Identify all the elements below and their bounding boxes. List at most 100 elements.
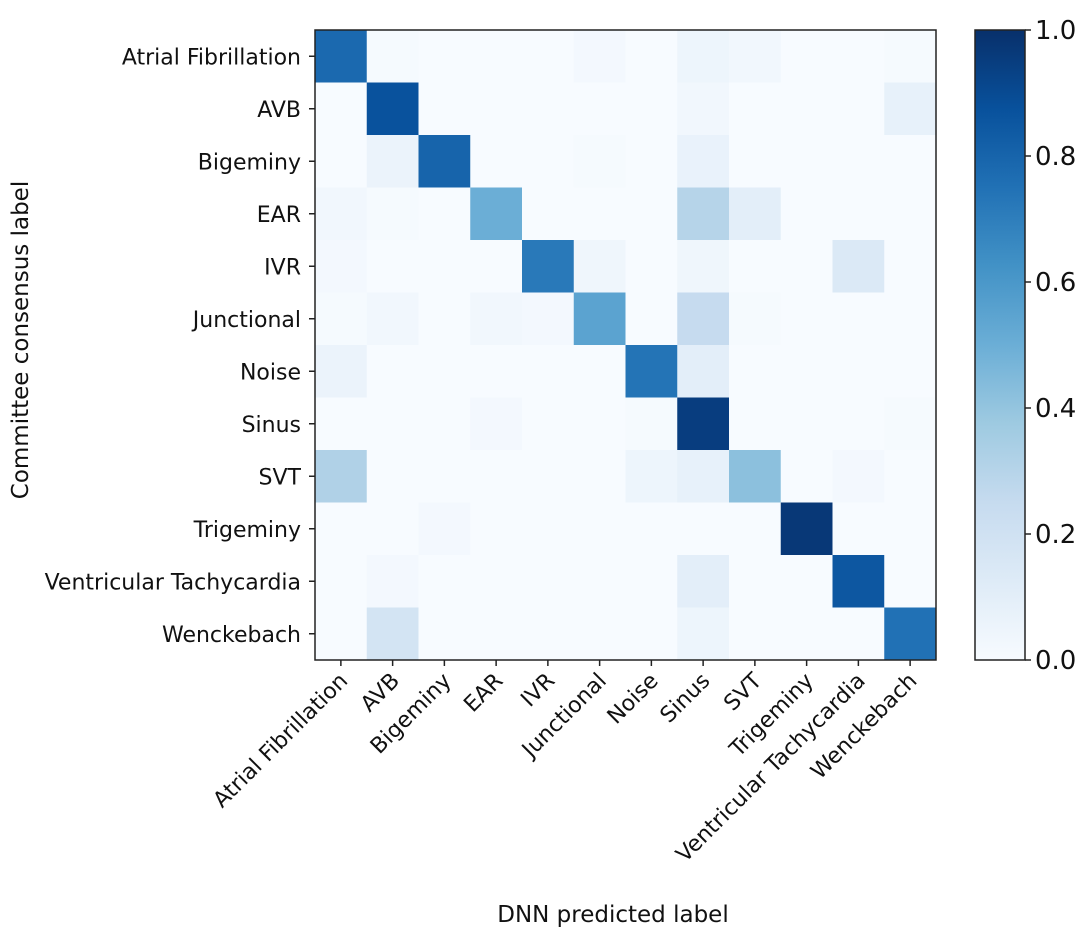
heatmap-cell — [522, 555, 575, 608]
heatmap-cell — [729, 82, 782, 136]
heatmap-cell — [884, 292, 937, 346]
heatmap-cell — [366, 292, 419, 346]
y-axis-ticks: Atrial Fibrillation AVB Bigeminy EAR IVR Junc… — [45, 45, 315, 648]
colorbar-tick-label: 0.0 — [1035, 646, 1076, 676]
heatmap-cell — [315, 345, 368, 398]
y-tick-label: AVB — [257, 98, 301, 123]
x-tick-label: Atrial Fibrillation — [209, 669, 353, 813]
heatmap-cell — [832, 555, 885, 608]
heatmap-cell — [573, 292, 626, 346]
heatmap-cell — [573, 555, 626, 608]
heatmap-cell — [315, 187, 368, 241]
heatmap-cell — [522, 502, 575, 556]
heatmap-cell — [573, 397, 626, 451]
heatmap-cell — [677, 345, 730, 398]
heatmap-cell — [315, 607, 368, 661]
heatmap-cell — [884, 607, 937, 661]
heatmap-cell — [729, 292, 782, 346]
y-tick-label: Atrial Fibrillation — [122, 45, 301, 70]
heatmap-cell — [780, 240, 833, 293]
heatmap-cell — [418, 187, 471, 241]
heatmap-cell — [677, 292, 730, 346]
heatmap-cell — [470, 30, 523, 83]
heatmap-cell — [315, 135, 368, 188]
heatmap-cell — [315, 397, 368, 451]
heatmap-cell — [315, 82, 368, 136]
heatmap-cell — [625, 187, 678, 241]
heatmap-cell — [625, 555, 678, 608]
y-axis-title: Committee consensus label — [8, 181, 34, 499]
heatmap-cell — [832, 240, 885, 293]
heatmap-cell — [832, 187, 885, 241]
heatmap-cell — [625, 135, 678, 188]
x-tick-label: Sinus — [656, 669, 716, 729]
heatmap-cell — [780, 607, 833, 661]
heatmap-cell — [729, 30, 782, 83]
heatmap-cell — [677, 82, 730, 136]
colorbar-ticks: 0.0 0.2 0.4 0.6 0.8 1.0 — [1025, 16, 1076, 676]
heatmap-cell — [884, 397, 937, 451]
heatmap-cell — [884, 187, 937, 241]
y-tick-label: Noise — [240, 360, 301, 385]
heatmap-cell — [677, 240, 730, 293]
heatmap-cell — [470, 135, 523, 188]
heatmap-cell — [470, 607, 523, 661]
heatmap-cell — [573, 240, 626, 293]
heatmap-cell — [832, 82, 885, 136]
x-tick-label: EAR — [459, 669, 508, 718]
heatmap-cell — [729, 502, 782, 556]
heatmap-cell — [677, 502, 730, 556]
heatmap-cell — [729, 240, 782, 293]
heatmap-cell — [780, 30, 833, 83]
heatmap-cell — [677, 607, 730, 661]
heatmap-cell — [522, 187, 575, 241]
heatmap-cell — [418, 240, 471, 293]
x-tick-label: Noise — [603, 669, 664, 730]
heatmap-cell — [625, 292, 678, 346]
heatmap-cell — [573, 135, 626, 188]
heatmap-cell — [522, 450, 575, 503]
heatmap-cell — [780, 450, 833, 503]
heatmap-cell — [832, 502, 885, 556]
plot-frame — [314, 29, 937, 661]
heatmap-cell — [366, 187, 419, 241]
heatmap-cell — [573, 345, 626, 398]
heatmap-cell — [470, 187, 523, 241]
heatmap-cell — [366, 450, 419, 503]
heatmap-cell — [470, 450, 523, 503]
heatmap-cell — [677, 135, 730, 188]
heatmap-cell — [884, 240, 937, 293]
y-tick-label: EAR — [257, 203, 301, 228]
heatmap-cell — [780, 135, 833, 188]
x-tick-label: IVR — [516, 669, 560, 713]
heatmap-cell — [832, 450, 885, 503]
heatmap-cell — [366, 345, 419, 398]
heatmap-cell — [315, 450, 368, 503]
y-tick-label: Sinus — [242, 413, 301, 438]
heatmap-cell — [418, 502, 471, 556]
heatmap-cell — [522, 345, 575, 398]
heatmap-cell — [418, 345, 471, 398]
heatmap-cell — [366, 240, 419, 293]
heatmap-cell — [522, 82, 575, 136]
heatmap-cell — [832, 345, 885, 398]
colorbar-tick-label: 0.4 — [1035, 394, 1076, 424]
heatmap-cell — [729, 607, 782, 661]
heatmap-cell — [884, 555, 937, 608]
heatmap-cell — [832, 292, 885, 346]
heatmap-cell — [522, 30, 575, 83]
colorbar-tick-label: 0.2 — [1035, 520, 1076, 550]
heatmap-cell — [780, 397, 833, 451]
heatmap-cell — [315, 240, 368, 293]
heatmap-cell — [418, 450, 471, 503]
heatmap-cell — [780, 292, 833, 346]
heatmap-cell — [315, 555, 368, 608]
heatmap-cell — [418, 135, 471, 188]
heatmap-cell — [625, 450, 678, 503]
heatmap-cell — [625, 30, 678, 83]
heatmap-cell — [366, 82, 419, 136]
heatmap-cell — [625, 397, 678, 451]
heatmap-cell — [677, 187, 730, 241]
heatmap-cell — [884, 502, 937, 556]
